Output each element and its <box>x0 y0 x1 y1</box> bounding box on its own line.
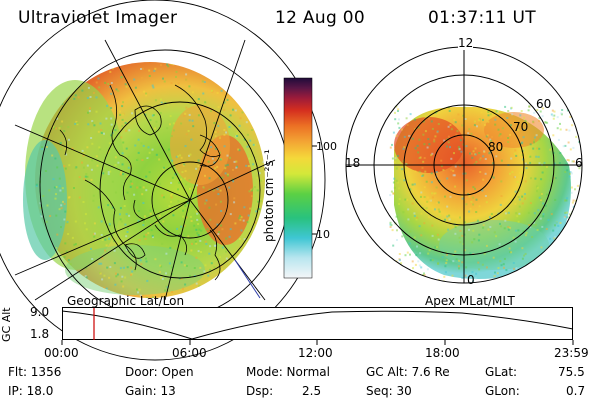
altitude-curve <box>61 310 574 340</box>
terminator-line <box>234 259 261 299</box>
instrument-title: Ultraviolet Imager <box>18 8 178 28</box>
apex-caption: Apex MLat/MLT <box>425 294 515 308</box>
seq-info: Seq: 30 <box>366 384 412 398</box>
gc-alt-info: GC Alt: 7.6 Re <box>366 365 450 379</box>
gain-info: Gain: 13 <box>125 384 176 398</box>
colorbar <box>283 77 317 279</box>
altitude-strip-plot <box>61 307 574 345</box>
door-info: Door: Open <box>125 365 194 379</box>
colorbar-unit-label: photon cm⁻²s⁻¹ <box>262 149 276 242</box>
dsp-label: Dsp: <box>246 384 274 398</box>
mlt-label-12: 12 <box>458 36 474 50</box>
dsp-value: 2.5 <box>302 384 322 398</box>
time-tick-0600: 06:00 <box>172 346 207 360</box>
mode-info: Mode: Normal <box>246 365 330 379</box>
lat-label-80: 80 <box>488 140 504 154</box>
mlt-label-6: 6 <box>575 156 583 170</box>
glon-label: GLon: <box>485 384 520 398</box>
time-tick-2359: 23:59 <box>554 346 589 360</box>
glat-value: 75.5 <box>558 365 585 379</box>
lat-label-60: 60 <box>536 97 552 111</box>
time-tick-1200: 12:00 <box>298 346 333 360</box>
mlt-label-0: 0 <box>467 273 475 287</box>
polar-mlat-mlt-plot <box>345 46 583 284</box>
mlt-label-18: 18 <box>345 156 361 170</box>
colorbar-tick-100: 100 <box>316 140 337 153</box>
geographic-map <box>0 0 326 361</box>
altitude-tick-1-8: 1.8 <box>30 327 50 341</box>
coastlines <box>59 84 221 281</box>
date-label: 12 Aug 00 <box>275 8 365 28</box>
geographic-caption: Geographic Lat/Lon <box>67 294 185 308</box>
flight-info: Flt: 1356 <box>8 365 62 379</box>
colorbar-tick-10: 10 <box>316 228 330 241</box>
altitude-axis-label: GC Alt <box>0 307 13 342</box>
time-tick-1800: 18:00 <box>425 346 460 360</box>
glat-label: GLat: <box>485 365 518 379</box>
time-label: 01:37:11 UT <box>428 8 536 28</box>
time-ticks <box>61 340 574 345</box>
lat-label-70: 70 <box>513 120 529 134</box>
glon-value: 0.7 <box>566 384 586 398</box>
time-tick-0000: 00:00 <box>44 346 79 360</box>
ip-info: IP: 18.0 <box>8 384 54 398</box>
altitude-tick-9: 9.0 <box>30 305 50 319</box>
